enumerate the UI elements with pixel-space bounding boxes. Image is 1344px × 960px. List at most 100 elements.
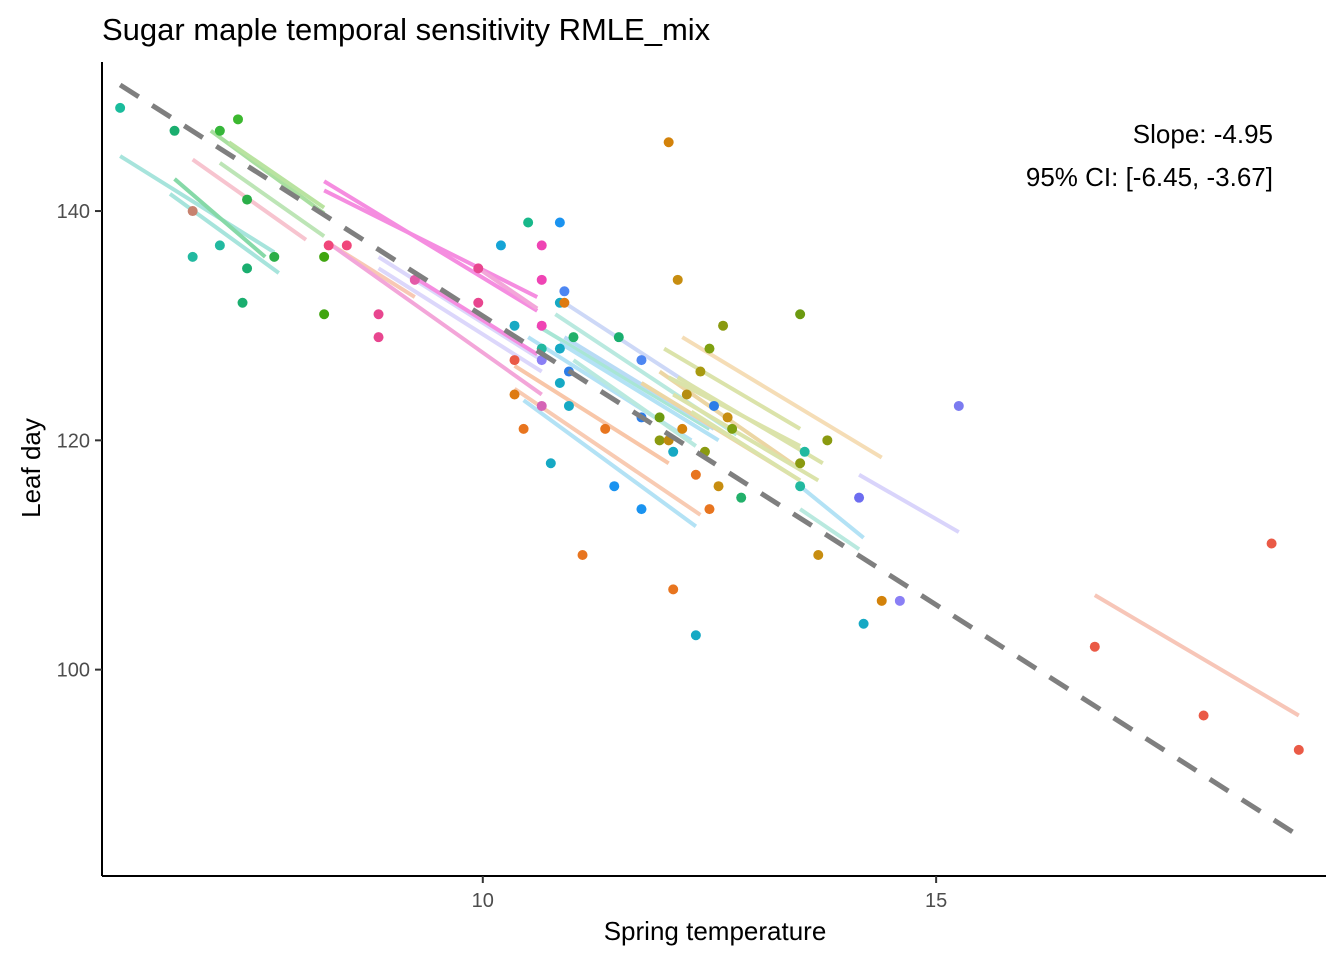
group-fit-line	[799, 507, 861, 551]
overall-fit-layer	[118, 82, 1301, 838]
data-point	[509, 389, 520, 400]
data-point	[636, 504, 647, 515]
data-point	[690, 469, 701, 480]
data-point	[319, 309, 330, 320]
group-fit-line	[558, 341, 720, 443]
group-fit-line	[858, 472, 960, 534]
data-point	[242, 263, 253, 274]
data-point	[795, 481, 806, 492]
data-point	[663, 137, 674, 148]
data-point	[495, 240, 506, 251]
data-point	[1266, 538, 1277, 549]
data-point	[736, 492, 747, 503]
group-fit-line	[672, 392, 820, 483]
group-fit-line	[681, 335, 883, 460]
data-point	[187, 206, 198, 217]
data-point	[1089, 641, 1100, 652]
group-fit-line	[513, 387, 702, 517]
data-point	[518, 423, 529, 434]
data-point	[704, 343, 715, 354]
data-point	[695, 366, 706, 377]
data-point	[536, 274, 547, 285]
group-fit-line	[173, 177, 267, 259]
chart-title: Sugar maple temporal sensitivity RMLE_mi…	[102, 12, 711, 47]
data-point	[858, 618, 869, 629]
data-point	[373, 309, 384, 320]
data-point	[341, 240, 352, 251]
data-point	[509, 355, 520, 366]
group-fit-line	[377, 266, 543, 374]
data-point	[718, 320, 729, 331]
data-point	[876, 595, 887, 606]
data-point	[713, 481, 724, 492]
data-point	[473, 263, 484, 274]
data-point	[559, 286, 570, 297]
data-point	[237, 297, 248, 308]
data-point	[536, 320, 547, 331]
overall-fit-line	[118, 82, 1301, 838]
data-point	[214, 240, 225, 251]
data-point	[319, 251, 330, 262]
group-fit-line	[377, 255, 543, 362]
data-point	[323, 240, 334, 251]
group-fit-line	[119, 154, 276, 255]
data-point	[681, 389, 692, 400]
group-fit-line	[663, 346, 802, 431]
data-point	[813, 549, 824, 560]
data-point	[654, 435, 665, 446]
data-point	[214, 125, 225, 136]
data-point	[668, 446, 679, 457]
y-axis-title: Leaf day	[16, 418, 46, 518]
data-point	[563, 400, 574, 411]
y-tick-label: 120	[57, 430, 90, 452]
group-fit-line	[413, 275, 539, 357]
data-point	[559, 297, 570, 308]
group-fit-line	[522, 398, 698, 528]
group-fit-line	[676, 375, 824, 465]
data-point	[568, 332, 579, 343]
data-point	[242, 194, 253, 205]
slope-annotation: Slope: -4.95	[1133, 119, 1273, 149]
data-point	[269, 251, 280, 262]
x-tick-label: 10	[472, 890, 494, 912]
group-fit-line	[513, 364, 670, 465]
axes: 10 15 100 120 140	[57, 62, 1326, 912]
data-point	[822, 435, 833, 446]
data-point	[600, 423, 611, 434]
data-point	[709, 400, 719, 411]
ci-annotation: 95% CI: [-6.45, -3.67]	[1026, 162, 1273, 192]
x-tick-label: 15	[925, 890, 947, 912]
y-tick-label: 140	[57, 201, 90, 223]
data-point	[609, 481, 620, 492]
y-tick-label: 100	[57, 660, 90, 682]
data-point	[373, 332, 384, 343]
data-point	[795, 309, 806, 320]
data-point	[409, 274, 420, 285]
group-fit-line	[218, 161, 326, 238]
data-point	[473, 297, 484, 308]
data-point	[636, 355, 647, 366]
group-fit-line	[477, 266, 539, 311]
data-point	[722, 412, 733, 423]
group-fit-line	[690, 409, 802, 483]
data-point	[536, 400, 547, 411]
group-fit-line	[1093, 593, 1300, 718]
data-point	[894, 595, 905, 606]
data-point	[554, 343, 565, 354]
group-fit-line	[227, 140, 326, 210]
data-point	[169, 125, 180, 136]
group-fit-line	[536, 323, 711, 431]
group-fit-line	[798, 484, 865, 540]
data-point	[509, 320, 520, 331]
group-fit-line	[327, 241, 543, 397]
data-points	[115, 102, 1304, 755]
data-point	[799, 446, 810, 457]
group-fit-line	[572, 358, 698, 448]
data-point	[953, 400, 964, 411]
data-point	[854, 492, 865, 503]
group-fit-line	[209, 129, 326, 215]
data-point	[536, 240, 547, 251]
data-point	[677, 423, 688, 434]
data-point	[672, 274, 683, 285]
